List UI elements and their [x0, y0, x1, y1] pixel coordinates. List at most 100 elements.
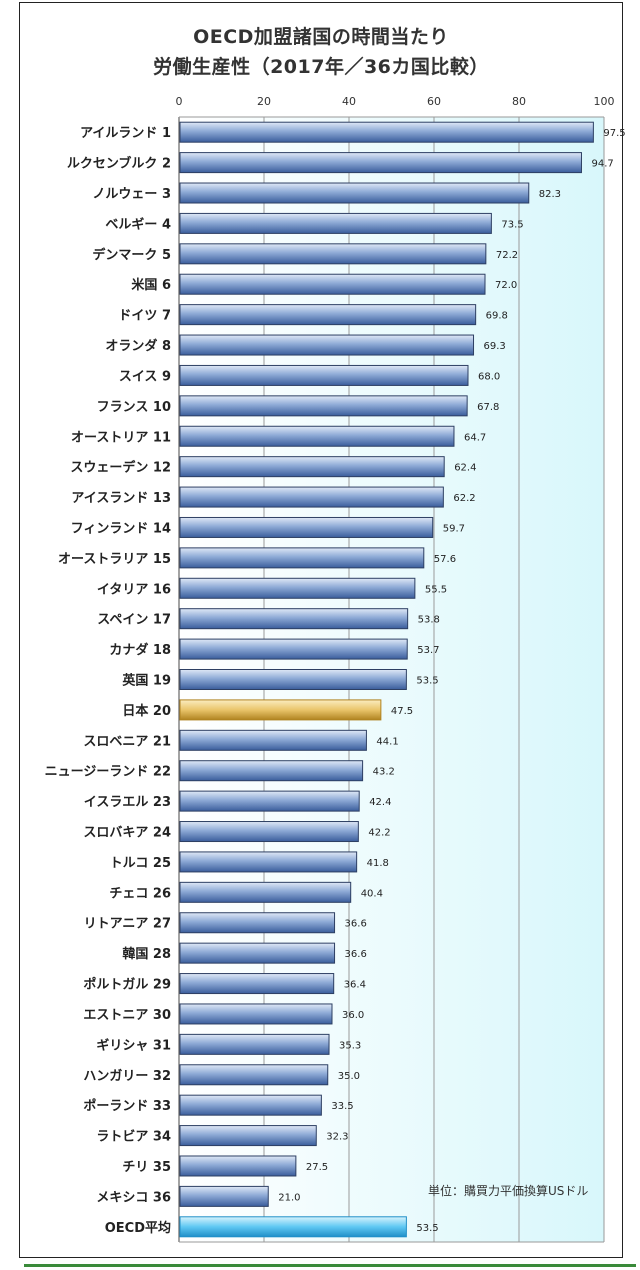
category-label: デンマーク 5	[92, 247, 171, 263]
category-label: イスラエル 23	[84, 795, 171, 810]
value-label: 41.8	[367, 858, 389, 869]
value-label: 27.5	[306, 1162, 328, 1173]
category-label: アイルランド 1	[80, 126, 171, 141]
bar	[179, 912, 336, 934]
category-label: イタリア 16	[97, 582, 171, 597]
bar	[179, 152, 582, 174]
category-label: 日本 20	[122, 703, 171, 719]
bar	[179, 364, 469, 386]
category-label: ラトビア 34	[96, 1129, 171, 1145]
bar	[179, 212, 492, 234]
bar	[179, 608, 409, 630]
bottom-rule	[24, 1264, 636, 1267]
value-label: 69.3	[484, 341, 506, 352]
value-label: 55.5	[425, 584, 447, 595]
value-label: 36.6	[345, 949, 367, 960]
bar	[179, 790, 360, 812]
bar	[179, 699, 382, 721]
category-label: スウェーデン 12	[70, 460, 171, 476]
category-label: 英国 19	[121, 673, 171, 689]
category-label: チェコ 26	[109, 886, 171, 901]
bar	[179, 1185, 269, 1207]
x-tick-label-80: 80	[512, 95, 526, 108]
x-tick-label-0: 0	[176, 95, 183, 108]
value-label: 72.2	[496, 250, 518, 261]
value-label: 53.8	[418, 615, 440, 626]
bar	[179, 1216, 407, 1238]
value-label: 36.4	[344, 980, 366, 991]
x-tick-label-40: 40	[342, 95, 356, 108]
chart-title-line1: OECD加盟諸国の時間当たり	[193, 26, 449, 48]
value-label: 59.7	[443, 523, 465, 534]
category-label: オーストラリア 15	[58, 552, 171, 567]
category-label: 韓国 28	[122, 946, 171, 962]
bar	[179, 547, 425, 569]
value-label: 62.4	[454, 463, 476, 474]
bar	[179, 1125, 317, 1147]
value-label: 40.4	[361, 888, 383, 899]
bar	[179, 334, 475, 356]
category-label: エストニア 30	[83, 1008, 171, 1023]
value-label: 64.7	[464, 432, 486, 443]
bar	[179, 760, 364, 782]
category-label: フィンランド 14	[71, 521, 171, 536]
value-label: 35.0	[338, 1071, 360, 1082]
value-label: 43.2	[373, 767, 395, 778]
value-label: 21.0	[278, 1192, 300, 1203]
bar	[179, 1003, 333, 1025]
unit-note: 単位：購買力平価換算USドル	[428, 1184, 589, 1198]
x-tick-label-100: 100	[594, 95, 615, 108]
value-label: 82.3	[539, 189, 561, 200]
bar	[179, 851, 358, 873]
category-label: ハンガリー 32	[83, 1069, 171, 1084]
bar	[179, 881, 352, 903]
value-label: 73.5	[501, 219, 523, 230]
category-label: ノルウェー 3	[92, 187, 171, 202]
category-label: トルコ 25	[110, 856, 171, 871]
value-label: 94.7	[591, 159, 613, 170]
category-label: 米国 6	[131, 277, 171, 293]
bar	[179, 638, 408, 660]
category-label: ルクセンブルク 2	[67, 156, 171, 172]
category-label: OECD平均	[105, 1220, 171, 1236]
category-label: メキシコ 36	[96, 1190, 171, 1205]
value-label: 42.2	[368, 828, 390, 839]
bar	[179, 516, 434, 538]
category-label: ギリシャ 31	[96, 1037, 171, 1053]
category-label: オランダ 8	[105, 338, 171, 354]
value-label: 53.7	[417, 645, 439, 656]
value-label: 72.0	[495, 280, 517, 291]
category-label: オーストリア 11	[71, 430, 171, 445]
bar	[179, 456, 445, 478]
category-label: スロベニア 21	[83, 734, 171, 749]
value-label: 47.5	[391, 706, 413, 717]
category-label: スロバキア 24	[83, 826, 171, 841]
value-label: 68.0	[478, 371, 500, 382]
value-label: 97.5	[603, 128, 625, 139]
category-label: アイスランド 13	[71, 491, 171, 506]
value-label: 42.4	[369, 797, 391, 808]
bar	[179, 1033, 330, 1055]
bar	[179, 1155, 297, 1177]
value-label: 33.5	[331, 1101, 353, 1112]
bar	[179, 425, 455, 447]
category-label: カナダ 18	[109, 642, 171, 658]
bar	[179, 942, 336, 964]
category-label: ドイツ 7	[118, 309, 171, 324]
category-label: ニュージーランド 22	[45, 765, 171, 780]
value-label: 53.5	[416, 1223, 438, 1234]
bar	[179, 182, 530, 204]
category-label: スイス 9	[119, 369, 171, 384]
category-label: フランス 10	[97, 400, 171, 415]
category-label: ポルトガル 29	[83, 977, 171, 993]
bar	[179, 1094, 322, 1116]
bar	[179, 121, 594, 143]
value-label: 36.0	[342, 1010, 364, 1021]
category-label: リトアニア 27	[84, 917, 171, 932]
bar	[179, 243, 487, 265]
bar	[179, 1064, 329, 1086]
category-label: ベルギー 4	[105, 216, 171, 232]
bar	[179, 395, 468, 417]
value-label: 62.2	[453, 493, 475, 504]
